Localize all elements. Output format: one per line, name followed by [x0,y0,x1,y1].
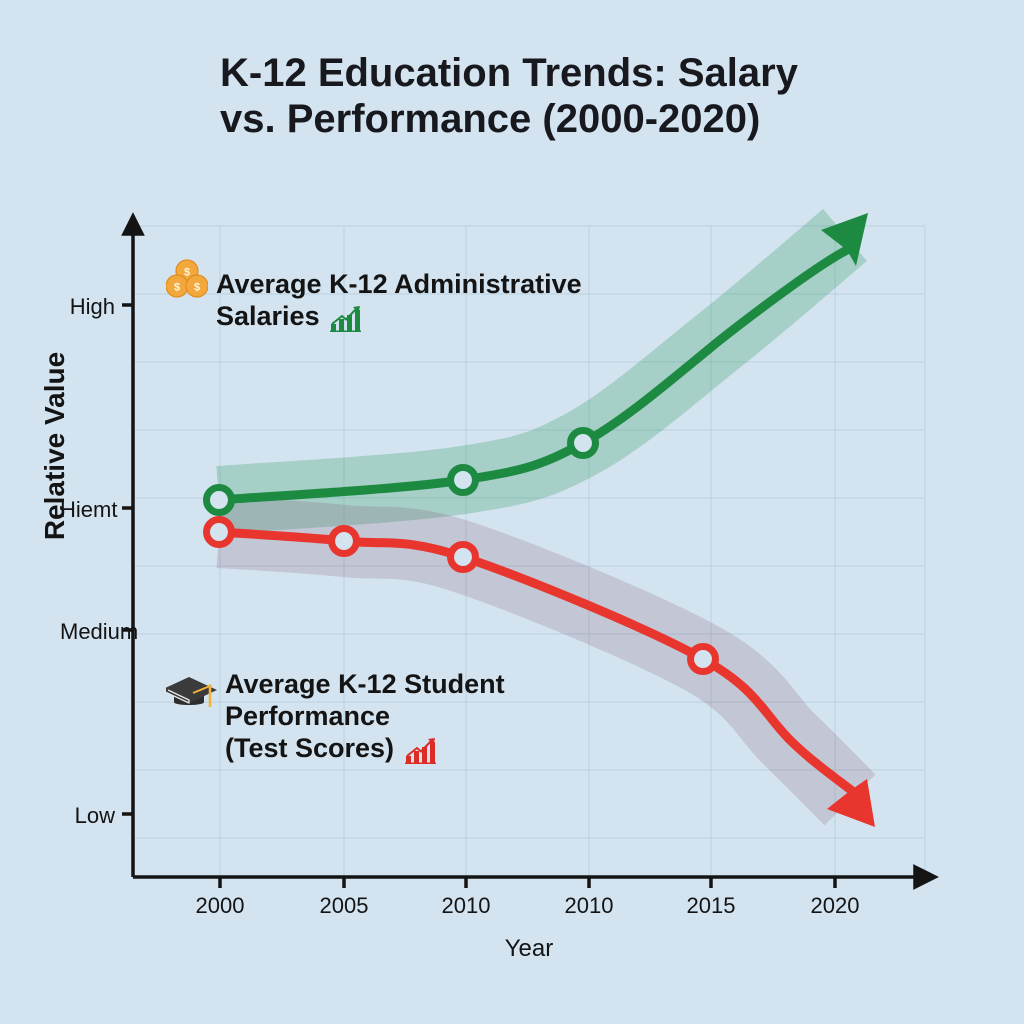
svg-text:$: $ [194,282,200,294]
svg-text:$: $ [174,282,180,294]
svg-text:$: $ [184,267,190,279]
